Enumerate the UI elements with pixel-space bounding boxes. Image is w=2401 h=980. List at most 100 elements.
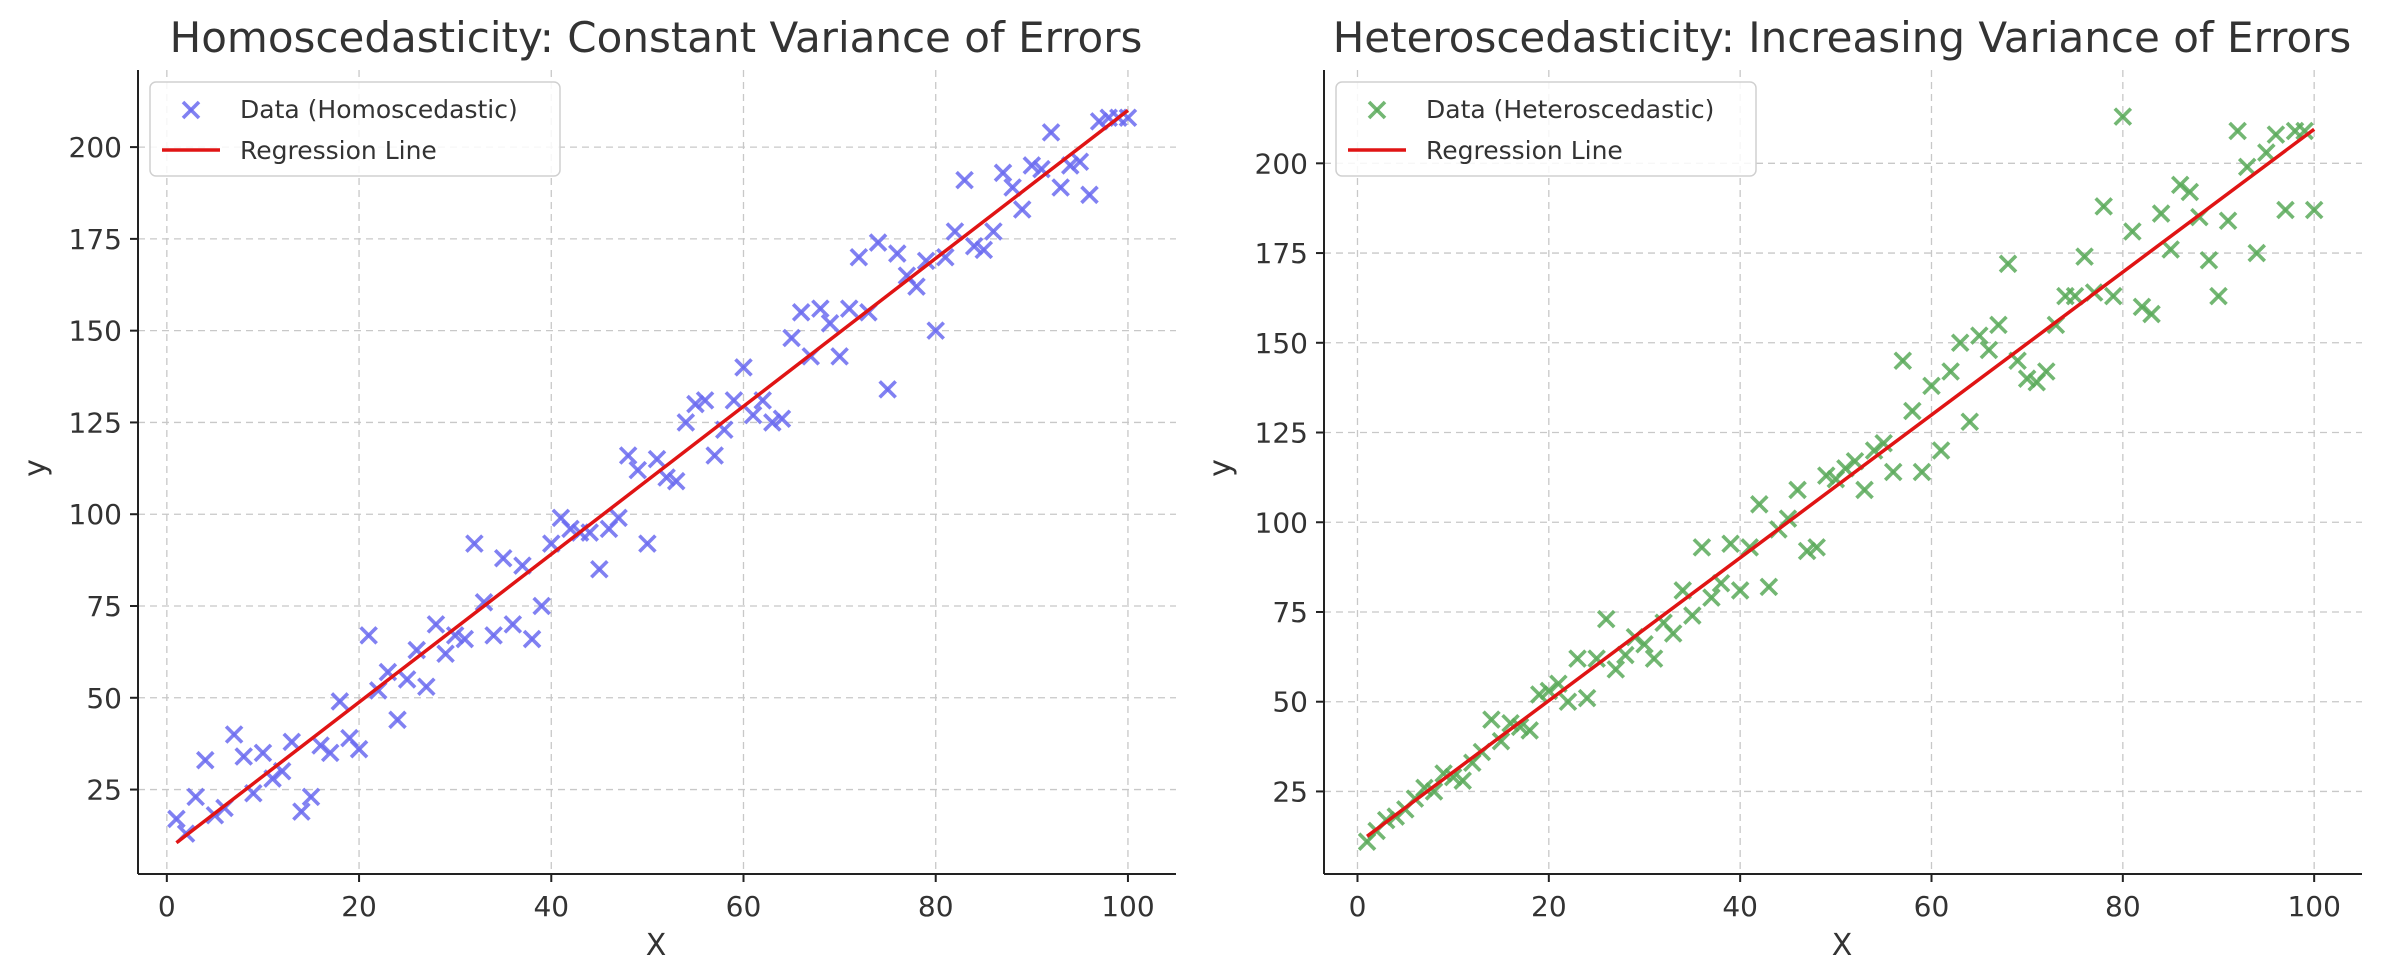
y-tick-label: 150: [1255, 327, 1308, 360]
axes: 0 20 40 60 80 100 25 50 75 100 125 150 175 200: [69, 70, 1176, 923]
y-tick-label: 25: [1272, 775, 1308, 808]
x-tick-label: 80: [918, 890, 954, 923]
data-point: [1080, 185, 1099, 205]
data-point: [772, 409, 792, 429]
data-point: [686, 394, 705, 414]
data-point: [763, 413, 782, 432]
data-point: [1635, 635, 1654, 654]
legend-marker-data: [181, 100, 201, 120]
data-point: [868, 233, 888, 252]
data-point: [1692, 538, 1712, 557]
x-tick-label: 20: [341, 890, 377, 923]
data-point: [1070, 152, 1090, 172]
data-point: [1912, 462, 1932, 482]
data-point: [676, 413, 696, 432]
data-point: [301, 787, 321, 807]
chart-title: Homoscedasticity: Constant Variance of E…: [170, 13, 1143, 62]
data-point: [618, 446, 638, 465]
data-point: [695, 391, 715, 410]
data-point: [2037, 362, 2056, 381]
legend: Data (Homoscedastic) Regression Line: [149, 81, 561, 177]
data-point: [445, 626, 465, 645]
data-point: [1883, 462, 1903, 482]
data-point: [1606, 660, 1626, 679]
data-point: [2180, 182, 2200, 202]
data-point: [820, 314, 840, 333]
data-point: [1807, 538, 1826, 557]
y-tick-label: 50: [1272, 686, 1308, 719]
data-point: [1931, 441, 1951, 460]
data-point: [1903, 401, 1922, 421]
y-tick-label: 25: [86, 774, 122, 807]
data-point: [1941, 362, 1960, 381]
data-point: [926, 321, 945, 340]
data-point: [1730, 581, 1750, 600]
y-tick-label: 50: [86, 682, 122, 715]
data-point: [955, 170, 974, 190]
data-point: [1616, 645, 1635, 665]
data-point: [830, 347, 849, 366]
data-point: [1051, 178, 1070, 197]
data-point: [167, 809, 186, 829]
data-point: [359, 626, 378, 645]
data-point: [224, 725, 244, 744]
data-point: [1922, 376, 1941, 396]
x-tick-label: 60: [726, 890, 762, 923]
data-point: [888, 244, 907, 263]
data-point: [666, 471, 686, 491]
data-point: [1491, 731, 1511, 751]
legend-entry-data: Data (Heteroscedastic): [1426, 95, 1714, 124]
data-point: [1721, 534, 1740, 554]
data-point: [638, 534, 657, 553]
y-tick-label: 200: [69, 131, 122, 164]
data-point: [1998, 254, 2018, 274]
data-point: [388, 710, 407, 730]
legend-box: [1335, 81, 1757, 177]
x-tick-label: 80: [2105, 890, 2141, 923]
data-point: [2123, 222, 2142, 241]
data-point: [1424, 782, 1444, 801]
data-point: [2142, 304, 2161, 324]
data-point: [791, 303, 811, 322]
grid: [138, 70, 1176, 874]
y-tick-label: 175: [69, 223, 122, 256]
data-point: [330, 692, 350, 711]
data-point: [292, 802, 311, 821]
data-point: [522, 629, 542, 649]
axes: 0 20 40 60 80 100 25 50 75 100 125 150 175 200: [1255, 70, 2362, 923]
data-point: [282, 732, 302, 752]
data-point: [2075, 247, 2094, 266]
data-point: [974, 240, 994, 260]
data-point: [628, 460, 648, 480]
legend-entry-data: Data (Homoscedastic): [240, 95, 518, 124]
x-tick-label: 0: [1349, 890, 1367, 923]
data-point: [1683, 606, 1702, 625]
data-point: [2237, 157, 2257, 177]
data-point: [1788, 480, 1807, 500]
data-point: [253, 743, 273, 763]
data-point: [2228, 121, 2247, 141]
data-point: [1759, 577, 1779, 597]
data-point: [984, 222, 1003, 241]
data-point: [705, 446, 724, 465]
regression-line: [1366, 127, 2316, 838]
data-point: [907, 277, 926, 296]
data-point: [417, 677, 436, 697]
data-point: [945, 222, 965, 241]
data-point: [436, 644, 455, 663]
x-tick-label: 100: [2287, 890, 2340, 923]
x-tick-label: 100: [1101, 890, 1154, 923]
data-point: [849, 247, 869, 267]
data-point: [1702, 588, 1721, 607]
data-point: [2199, 250, 2219, 270]
data-point: [493, 549, 513, 568]
data-point: [1989, 315, 2008, 335]
y-tick-label: 100: [69, 498, 122, 531]
data-point: [782, 328, 801, 348]
regression-line: [175, 108, 1130, 845]
data-point: [1855, 480, 1874, 500]
data-point: [2304, 200, 2324, 220]
data-point: [1750, 495, 1769, 514]
data-point: [455, 629, 475, 649]
data-point: [1644, 649, 1664, 668]
